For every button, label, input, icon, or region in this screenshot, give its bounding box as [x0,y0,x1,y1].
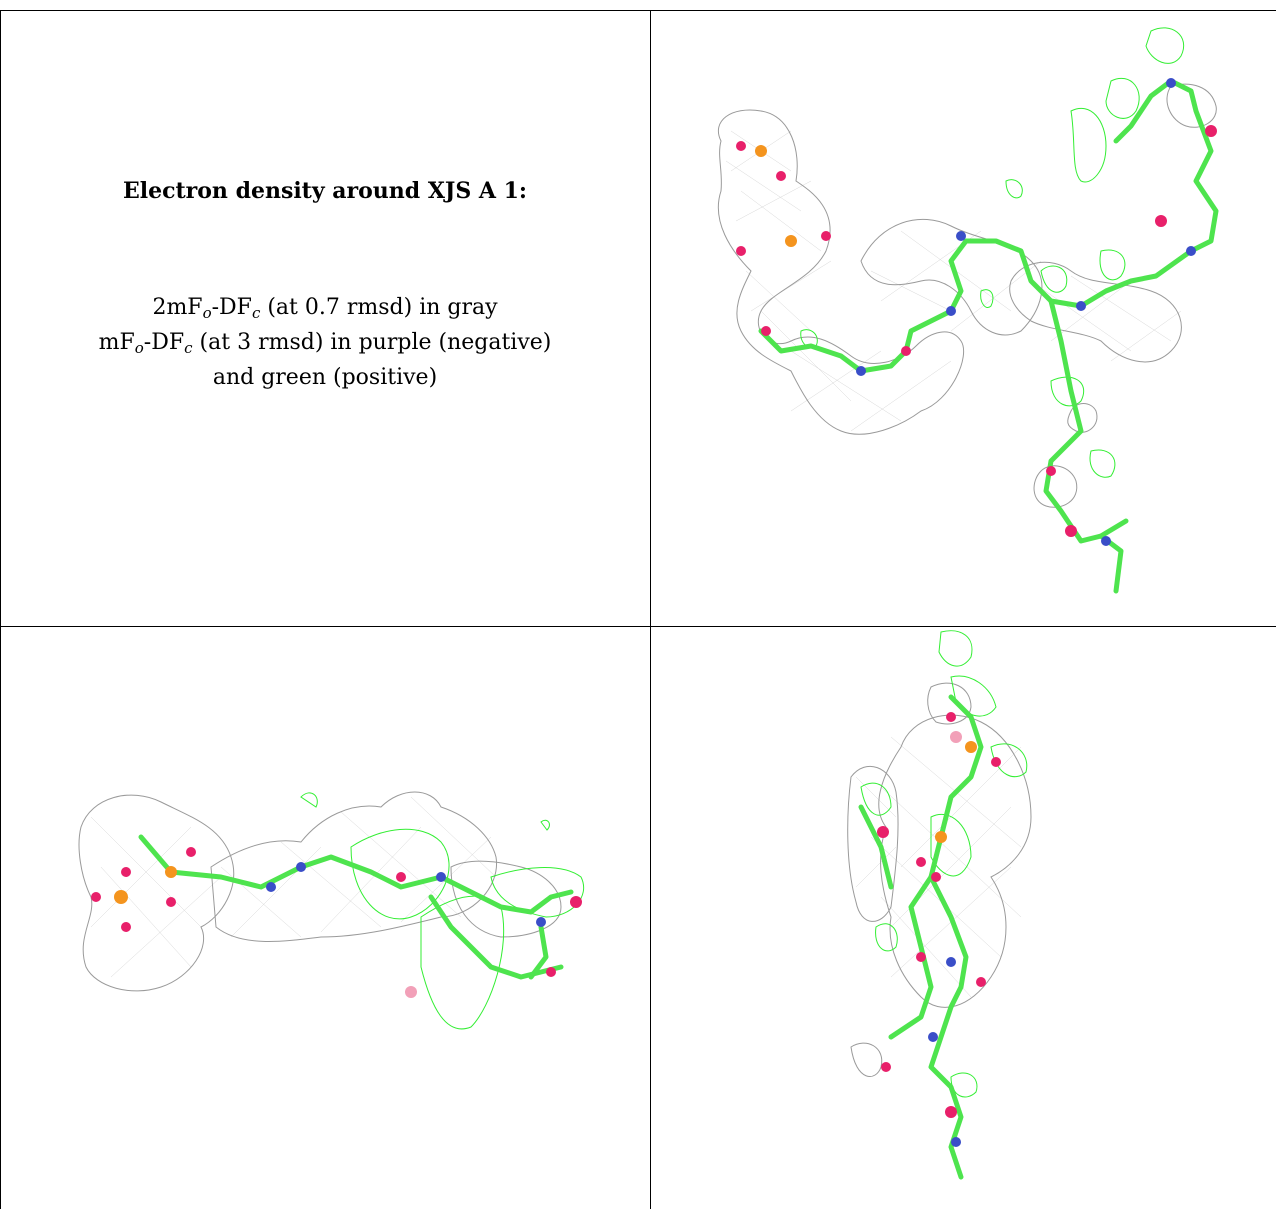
electron-density-map-image [847,630,1032,1180]
legend-line-positive: and green (positive) [212,365,438,390]
density-panel-bottom-left [1,627,650,1209]
atoms [877,712,1001,1147]
electron-density-map-image [717,27,1219,594]
atoms [736,78,1217,546]
carbon-bonds [858,694,984,1180]
legend-line-fofc: mFo-DFc (at 3 rmsd) in purple (negative) [98,330,552,357]
border-left [0,10,1,1209]
gray-mesh [847,682,1032,1077]
density-panel-bottom-right [651,627,1276,1209]
atoms [91,847,582,998]
carbon-bonds [758,78,1219,594]
green-positive-mesh [800,27,1185,478]
border-top [0,10,1276,11]
figure-description: 2mFo-DFc (at 0.7 rmsd) in gray mFo-DFc (… [0,293,650,393]
gray-mesh-hatch [725,130,1182,432]
gray-mesh [717,83,1217,508]
legend-line-2fofc: 2mFo-DFc (at 0.7 rmsd) in gray [152,295,498,322]
carbon-bonds [138,834,574,980]
figure-title: Electron density around XJS A 1: [122,178,528,204]
gray-mesh [78,791,562,992]
density-panel-top-right [651,11,1276,626]
border-center [650,10,651,1209]
gray-mesh-hatch [90,796,497,978]
electron-density-map-image [78,791,584,1030]
caption-cell: Electron density around XJS A 1: 2mFo-DF… [0,10,650,635]
border-middle [0,626,1276,627]
